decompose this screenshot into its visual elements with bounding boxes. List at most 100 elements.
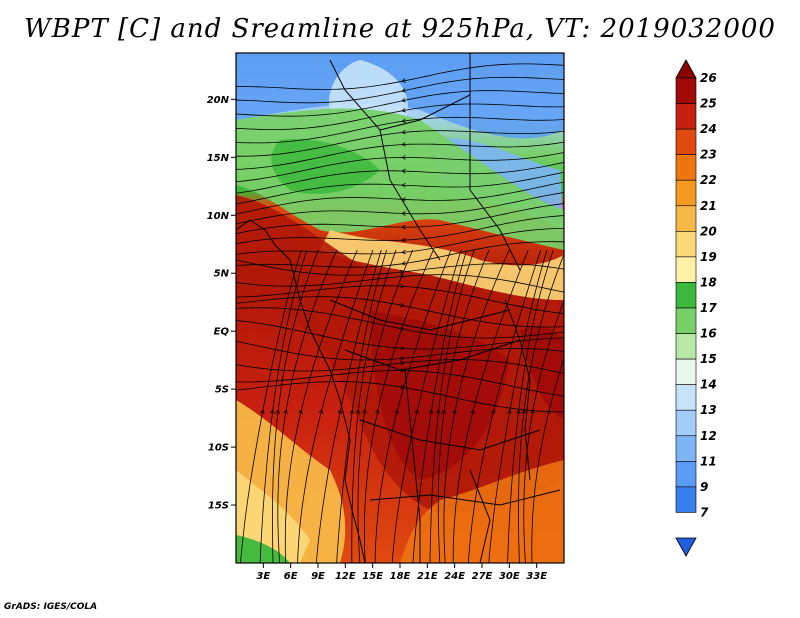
lat-tick-label: 5S — [215, 385, 229, 396]
streamline-arrow — [490, 409, 496, 414]
lon-tick-label: 9E — [311, 571, 325, 582]
lat-tick-label: 15N — [207, 153, 230, 164]
lon-tick-label: 27E — [472, 571, 493, 582]
streamline-arrow — [401, 97, 406, 103]
colorbar-segment — [675, 179, 697, 207]
lat-tick-label: EQ — [214, 327, 230, 338]
streamline-arrow — [470, 409, 475, 414]
streamline-arrow — [400, 345, 405, 351]
streamline-arrow — [400, 269, 405, 275]
colorbar-label: 23 — [700, 148, 717, 162]
streamline-arrow — [401, 155, 406, 160]
streamline-arrow — [436, 409, 441, 414]
colorbar-segment — [675, 77, 697, 104]
lon-tick-label: 33E — [526, 571, 547, 582]
streamline-arrow — [516, 409, 521, 414]
streamline-arrow — [401, 78, 406, 83]
colorbar-segment — [675, 486, 697, 513]
streamline — [236, 296, 564, 328]
streamline-arrow — [400, 274, 405, 279]
streamline-arrow — [401, 168, 406, 174]
colorbar-label: 26 — [700, 71, 717, 85]
colorbar-segment — [675, 154, 697, 181]
streamline-arrow — [275, 409, 281, 414]
colorbar: 26 25 24 23 22 21 20 19 18 17 16 15 14 13 12 11 9 7 — [675, 59, 717, 557]
streamline — [236, 307, 564, 339]
colorbar-segment — [675, 103, 697, 130]
streamline — [236, 259, 564, 276]
colorbar-label: 7 — [700, 505, 709, 519]
streamline-arrow — [394, 409, 399, 414]
streamline-arrow — [400, 283, 405, 289]
colorbar-label: 13 — [700, 403, 717, 417]
colorbar-segment — [675, 282, 697, 309]
streamline-arrow — [441, 409, 447, 414]
lon-tick-label: 24E — [444, 571, 465, 582]
streamline-arrow — [401, 261, 406, 266]
streamline-arrow — [355, 409, 361, 414]
streamline-arrow — [400, 356, 405, 361]
streamline-arrow — [400, 360, 405, 366]
colorbar-label: 21 — [700, 199, 717, 213]
lat-tick-label: 10N — [207, 211, 230, 222]
colorbar-segment — [675, 205, 697, 232]
streamline-arrow — [283, 409, 288, 414]
streamline-arrow — [362, 409, 367, 414]
colorbar-label: 24 — [700, 122, 717, 136]
colorbar-label: 22 — [700, 173, 717, 187]
chart-title: WBPT [C] and Sreamline at 925hPa, VT: 20… — [24, 14, 776, 44]
latitude-axis: 20N 15N 10N 5N EQ 5S 10S 15S — [207, 95, 236, 512]
streamline-arrow — [260, 409, 265, 414]
streamline — [236, 285, 564, 315]
colorbar-label: 11 — [700, 454, 717, 468]
streamline-arrow — [349, 409, 355, 414]
colorbar-label: 25 — [700, 97, 717, 111]
streamline-arrow — [401, 107, 406, 113]
streamline-arrow — [298, 409, 303, 414]
streamlines — [236, 63, 564, 563]
colorbar-label: 17 — [700, 301, 717, 315]
streamline-arrow — [400, 302, 405, 308]
streamline-arrow — [507, 409, 512, 414]
colorbar-segment — [675, 409, 697, 437]
streamline — [236, 370, 564, 397]
colorbar-label: 19 — [700, 250, 717, 264]
streamline-arrow — [401, 237, 406, 243]
streamline — [236, 359, 564, 374]
streamline-arrow — [401, 211, 406, 216]
colorbar-segment — [675, 461, 697, 488]
streamline — [236, 274, 564, 293]
streamline-arrow — [400, 326, 405, 331]
colorbar-min-arrow — [675, 537, 697, 557]
colorbar-segment — [675, 333, 697, 360]
streamline-arrow — [318, 409, 324, 414]
lon-tick-label: 21E — [417, 571, 438, 582]
streamline-arrow — [401, 142, 406, 147]
streamline-arrow — [400, 384, 405, 390]
streamline-arrow — [452, 409, 457, 414]
colorbar-label: 12 — [700, 429, 717, 443]
streamline-arrow — [401, 118, 406, 124]
colorbar-label: 9 — [700, 480, 708, 494]
streamline-arrow — [414, 409, 419, 414]
streamline — [236, 320, 564, 350]
streamline-arrow — [375, 409, 380, 414]
colorbar-segment — [675, 435, 697, 462]
streamline — [236, 340, 564, 361]
lat-tick-label: 15S — [208, 501, 229, 512]
streamline-arrow — [401, 224, 406, 230]
streamline-arrow — [401, 182, 406, 188]
colorbar-label: 15 — [700, 352, 717, 366]
longitude-axis: 3E 6E 9E 12E 15E 18E 21E 24E 27E 30E 33E — [256, 563, 547, 582]
colorbar-label: 18 — [700, 275, 717, 289]
streamline-arrow — [530, 409, 535, 414]
lon-tick-label: 3E — [256, 571, 270, 582]
streamline-arrow — [401, 249, 406, 255]
lon-tick-label: 30E — [499, 571, 520, 582]
wbpt-field — [236, 53, 564, 563]
lat-tick-label: 5N — [214, 269, 230, 280]
colorbar-max-arrow — [675, 59, 697, 79]
colorbar-label: 16 — [700, 327, 717, 341]
lon-tick-label: 18E — [390, 571, 411, 582]
